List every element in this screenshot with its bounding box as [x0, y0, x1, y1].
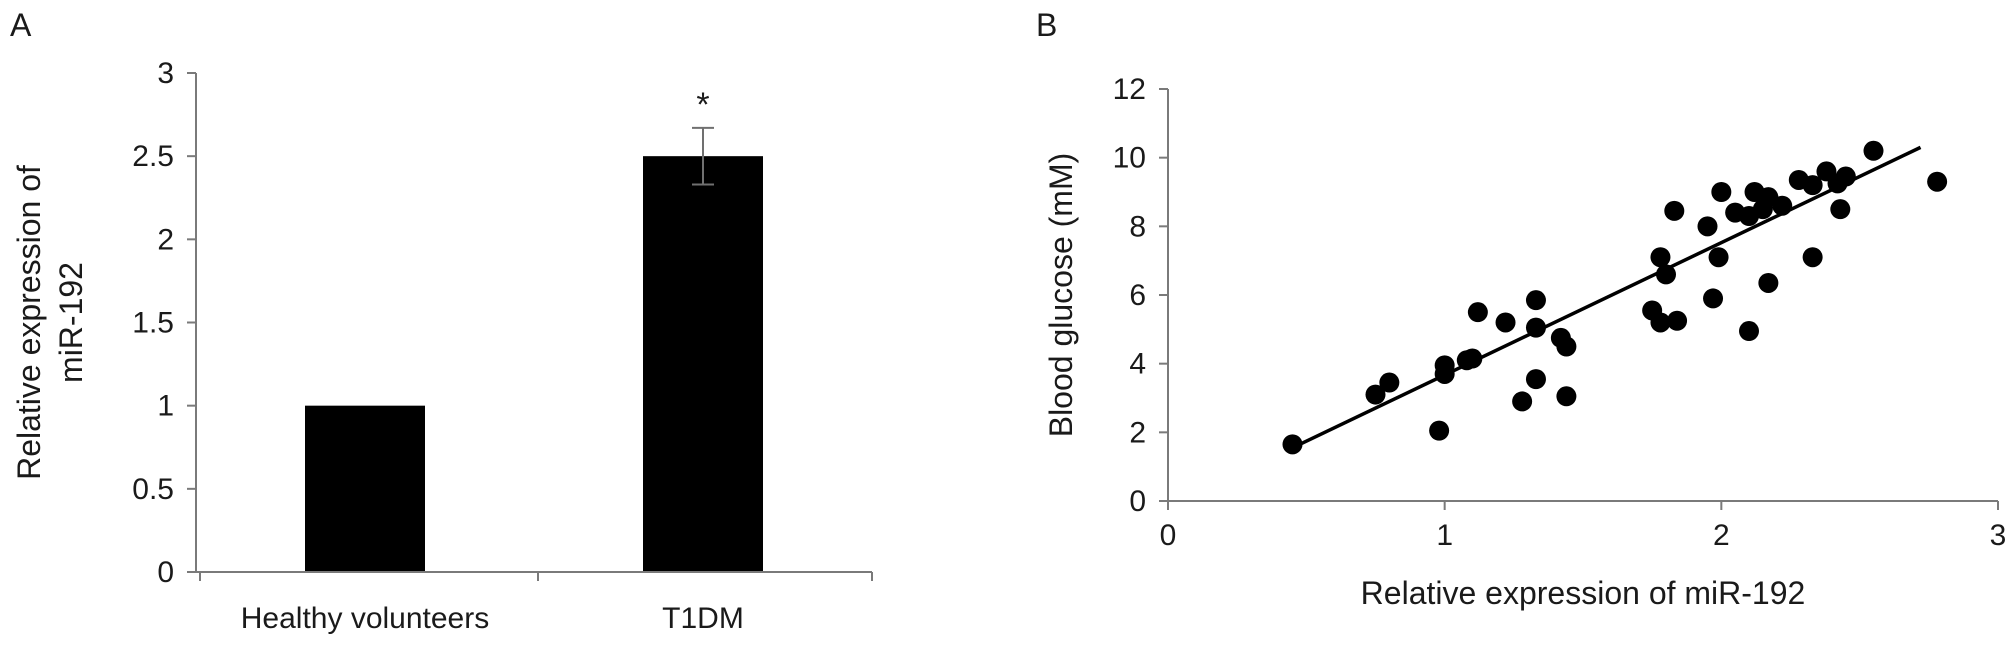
panel-b-y-tick-label: 6 — [1129, 279, 1146, 312]
panel-b-data-point — [1835, 166, 1856, 187]
panel-b-data-point — [1830, 199, 1851, 220]
panel-b-data-point — [1656, 264, 1676, 285]
panel-b-data-point — [1697, 216, 1718, 237]
panel-b-data-point — [1429, 420, 1450, 441]
panel-b-data-point — [1664, 200, 1685, 221]
panel-a-category-labels: Healthy volunteers T1DM — [241, 602, 744, 635]
panel-b-axes — [1167, 89, 1998, 502]
panel-b-data-point — [1758, 272, 1779, 293]
panel-a-y-tick-label: 1.5 — [132, 307, 174, 340]
panel-b-data-point — [1650, 312, 1671, 333]
panel-b-data-point — [1927, 171, 1948, 192]
panel-b-data-point — [1556, 336, 1577, 357]
panel-b-trendline-line — [1291, 145, 1922, 450]
panel-a-bar — [643, 156, 763, 572]
panel-b-y-tick-label: 8 — [1129, 210, 1146, 243]
panel-b-data-point — [1525, 317, 1546, 338]
panel-b-y-tick-label: 12 — [1113, 73, 1146, 106]
panel-b-data-point — [1365, 384, 1386, 405]
panel-b-points — [1282, 140, 1948, 455]
panel-b-data-point — [1802, 175, 1823, 196]
panel-a-significance-mark: * — [696, 86, 709, 124]
panel-a-y-tick-label: 3 — [157, 57, 174, 90]
panel-b-y-axis-title: Blood glucose (mM) — [1043, 153, 1079, 438]
panel-a-axes — [195, 73, 873, 581]
panel-b-y-tick-label: 2 — [1129, 416, 1146, 449]
panel-b-data-point — [1650, 247, 1671, 268]
panel-b-y-tick-label: 0 — [1129, 485, 1146, 518]
panel-b-x-axis-title: Relative expression of miR-192 — [1361, 575, 1806, 611]
panel-a-annotations: * — [696, 86, 709, 124]
panel-b-data-point — [1708, 247, 1729, 268]
panel-b-data-point — [1711, 182, 1732, 202]
panel-a-y-tick-label: 1 — [157, 390, 174, 423]
panel-a-y-tick-label: 0 — [157, 556, 174, 589]
panel-a-y-axis-title-line-2: miR-192 — [53, 262, 89, 383]
panel-b-data-point — [1703, 288, 1724, 309]
panel-a-y-axis-title-line-1: Relative expression of — [11, 165, 47, 480]
panel-b-data-point — [1462, 348, 1483, 369]
panel-b-data-point — [1512, 391, 1533, 412]
panel-b-data-point — [1772, 195, 1793, 216]
panel-b-y-tick-label: 4 — [1129, 348, 1146, 381]
panel-a-y-tick-label: 2 — [157, 223, 174, 256]
panel-a-category-label: Healthy volunteers — [241, 602, 489, 635]
panel-a-bars — [305, 156, 763, 572]
panel-b-data-point — [1434, 363, 1455, 384]
panel-b-letter: B — [1036, 7, 1057, 43]
panel-b-x-ticks: 0 1 2 3 — [1160, 501, 2007, 552]
panel-b-x-tick-label: 0 — [1160, 519, 1177, 552]
panel-a-category-label: T1DM — [662, 602, 744, 635]
panel-b-data-point — [1525, 290, 1546, 311]
panel-a-y-tick-label: 2.5 — [132, 140, 174, 173]
panel-a-y-tick-label: 0.5 — [132, 473, 174, 506]
panel-b-data-point — [1739, 321, 1759, 342]
panel-b-data-point — [1467, 302, 1488, 323]
panel-a-bar — [305, 405, 425, 572]
panel-b-scatter-plot: B Blood glucose (mM) Relative expression… — [1036, 7, 2006, 611]
panel-b-data-point — [1556, 386, 1577, 407]
panel-b-data-point — [1282, 434, 1303, 455]
panel-b-data-point — [1525, 369, 1546, 390]
panel-b-x-tick-label: 2 — [1713, 519, 1730, 552]
panel-b-data-point — [1802, 247, 1823, 268]
panel-b-data-point — [1667, 310, 1688, 331]
panel-a-y-ticks: 0 0.5 1 1.5 2 2.5 3 — [132, 57, 196, 589]
panel-b-data-point — [1863, 140, 1884, 161]
panel-b-x-tick-label: 1 — [1436, 519, 1453, 552]
panel-a-bar-chart: A Relative expression of miR-192 0 0.5 1 1.… — [10, 7, 873, 635]
panel-a-y-axis-title: Relative expression of miR-192 — [11, 165, 89, 480]
panel-b-data-point — [1495, 312, 1516, 333]
panel-b-data-point — [1379, 372, 1400, 393]
panel-b-trendline — [1291, 145, 1922, 450]
panel-b-y-ticks: 0 2 4 6 8 10 12 — [1113, 73, 1168, 518]
panel-b-y-tick-label: 10 — [1113, 142, 1146, 175]
panel-b-x-tick-label: 3 — [1990, 519, 2007, 552]
panel-a-error-bars — [692, 126, 714, 186]
panel-a-letter: A — [10, 7, 32, 43]
